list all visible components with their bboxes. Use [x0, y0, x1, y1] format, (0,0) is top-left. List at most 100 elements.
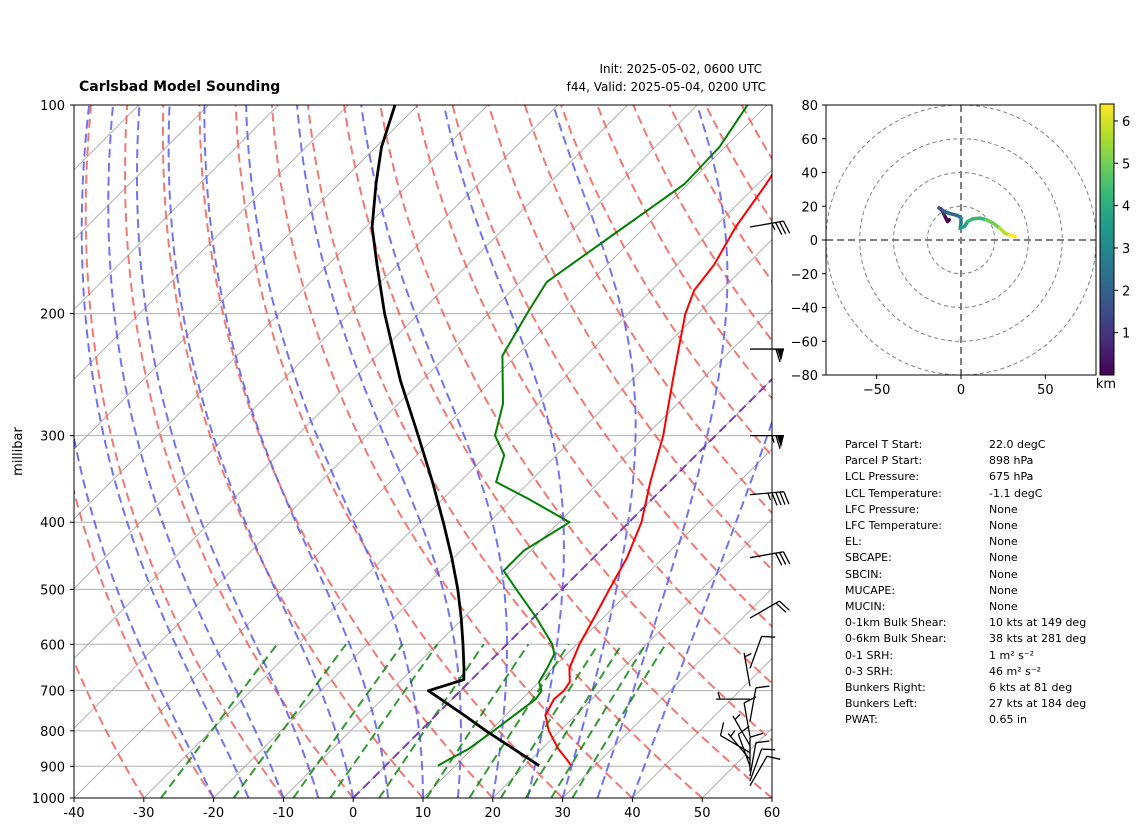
wind-barb [750, 348, 784, 363]
wind-barb [749, 220, 791, 235]
parameter-label: 0-1 SRH: [845, 648, 894, 662]
mixing-ratio-line [329, 643, 439, 798]
barb-full [761, 748, 776, 751]
isotherm-line [74, 105, 419, 450]
wind-barb [749, 740, 770, 777]
parameter-label: Bunkers Left: [845, 697, 918, 711]
isotherm-line [213, 238, 772, 798]
y-tick-label: 100 [40, 99, 65, 114]
x-tick-label: -40 [63, 806, 84, 821]
barb-full [775, 435, 781, 449]
mixing-ratio-line [550, 643, 647, 798]
parameter-value: 27 kts at 184 deg [989, 697, 1087, 711]
barb-full [737, 725, 750, 735]
x-tick-label: 40 [624, 806, 641, 821]
dry-adiabat [234, 105, 564, 798]
dry-adiabat [415, 105, 772, 685]
dry-adiabat [487, 105, 772, 572]
wind-barb [749, 491, 790, 506]
dry-adiabat [523, 105, 772, 515]
x-tick-label: 30 [554, 806, 571, 821]
isotherm-line [492, 518, 772, 798]
barb-full [775, 222, 783, 235]
parameter-value: 898 hPa [989, 454, 1034, 468]
barb-staff [737, 734, 751, 767]
x-tick-label: 50 [694, 806, 711, 821]
x-tick-label: -10 [273, 806, 294, 821]
parameter-row: EL: None [845, 534, 1086, 550]
parameter-value: None [989, 551, 1018, 565]
parameter-row: Bunkers Right: 6 kts at 81 deg [845, 680, 1086, 696]
mixing-ratio-line [425, 643, 530, 798]
barb-staff [720, 735, 751, 754]
x-tick-label: 20 [485, 806, 502, 821]
temperature-profile [544, 173, 772, 767]
wind-barb [749, 551, 791, 566]
parameter-row: LFC Temperature: None [845, 518, 1086, 534]
mixing-ratio-line [571, 643, 667, 798]
barb-full [779, 491, 786, 505]
dry-adiabat [124, 105, 354, 798]
parameter-label: MUCIN: [845, 600, 886, 614]
barb-staff [732, 715, 751, 746]
init-time: Init: 2025-05-02, 0600 UTC [599, 62, 762, 76]
barb-full [775, 348, 781, 363]
parameter-row: Parcel P Start: 898 hPa [845, 453, 1086, 469]
parameter-value: None [989, 600, 1018, 614]
barb-staff [749, 551, 784, 559]
parameter-label: SBCIN: [845, 567, 883, 581]
parameter-value: None [989, 535, 1018, 549]
parameters-table: Parcel T Start: 22.0 degC Parcel P Start: 8… [845, 437, 1086, 729]
parameter-value: None [989, 519, 1018, 533]
isotherm-line [143, 169, 772, 798]
dry-adiabat [84, 105, 285, 798]
isotherm-line [74, 105, 768, 798]
x-tick-label: 0 [349, 806, 357, 821]
parameter-value: None [989, 567, 1018, 581]
x-tick-label: -20 [203, 806, 224, 821]
barb-half [744, 653, 752, 658]
wind-barb [716, 691, 750, 700]
parameter-value: 675 hPa [989, 470, 1034, 484]
barb-full [778, 221, 787, 235]
barb-staff [743, 702, 751, 737]
barb-full [743, 696, 757, 704]
isotherm-line [74, 105, 558, 590]
barb-staff [749, 491, 784, 496]
parameter-label: PWAT: [845, 713, 878, 727]
dry-adiabat [74, 487, 215, 798]
wind-barb [750, 434, 784, 449]
y-tick-label: 800 [40, 725, 65, 740]
y-tick-label: 300 [40, 430, 65, 445]
barb-full [783, 491, 790, 505]
wind-barb [749, 635, 776, 669]
barb-full [755, 740, 770, 744]
parameter-value: None [989, 502, 1018, 516]
y-axis-label: millibar [11, 427, 26, 476]
dry-adiabat [74, 658, 145, 798]
parameter-value: 0.65 in [989, 713, 1028, 727]
barb-full [778, 552, 787, 565]
wind-barb [749, 685, 770, 722]
barb-half [771, 435, 775, 443]
dry-adiabat [198, 105, 494, 798]
isotherm-line [562, 587, 772, 798]
mixing-ratio-line [292, 643, 404, 798]
barb-staff [749, 755, 768, 787]
moist-adiabat [442, 105, 566, 798]
wind-barb [743, 652, 752, 687]
barb-staff [749, 742, 757, 777]
mixing-ratio-line [524, 643, 623, 798]
barb-full [779, 600, 790, 611]
parameter-row: SBCAPE: None [845, 550, 1086, 566]
parameter-row: 0-3 SRH: 46 m² s⁻² [845, 664, 1086, 680]
barb-half [717, 691, 721, 700]
moist-adiabat [631, 419, 772, 798]
dry-adiabat [379, 105, 772, 742]
parameter-label: 0-6km Bulk Shear: [845, 632, 947, 646]
parameter-label: LFC Pressure: [845, 502, 920, 516]
parameter-label: MUCAPE: [845, 583, 896, 597]
wind-barb [749, 748, 776, 782]
y-tick-label: 500 [40, 583, 65, 598]
